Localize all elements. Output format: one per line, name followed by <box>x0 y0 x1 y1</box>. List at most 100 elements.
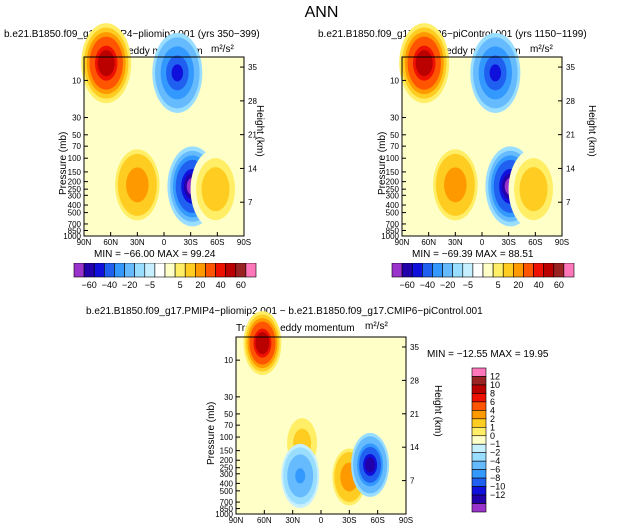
y-tick-label: 200 <box>386 178 400 187</box>
x-tick-label: 90S <box>555 238 569 247</box>
colorbar-swatch <box>471 367 487 377</box>
y-tick-label: 500 <box>386 209 400 218</box>
y-tick-label: 10 <box>390 76 399 85</box>
contour-level <box>131 176 144 194</box>
y-tick-label: 1000 <box>381 232 399 241</box>
panel-a-stats: MIN = −66.00 MAX = 99.24 <box>94 249 216 260</box>
colorbar-label: 1 <box>490 422 495 432</box>
colorbar-label: 5 <box>496 280 501 290</box>
panel-b-units: m²/s² <box>530 44 553 55</box>
y2-tick-label: 35 <box>410 343 419 352</box>
x-tick-label: 90S <box>237 238 251 247</box>
y-tick-label: 250 <box>220 464 234 473</box>
panel-a-field-title: Transient eddy momentum <box>84 46 203 57</box>
colorbar-swatch <box>471 452 487 462</box>
panel-b-case-title: b.e21.B1850.f09_g17.CMIP6−piControl.001 … <box>318 29 587 40</box>
colorbar-label: 0 <box>490 431 495 441</box>
panel-a-units: m²/s² <box>211 44 234 55</box>
x-tick-label: 30S <box>342 516 356 525</box>
panel-b-field-title: Transient eddy momentum <box>402 46 521 57</box>
colorbar-swatch <box>471 384 487 394</box>
colorbar-swatch <box>471 418 487 428</box>
x-tick-label: 90S <box>399 516 413 525</box>
panel-c-case-title: b.e21.B1850.f09_g17.PMIP4−pliomip2.001 −… <box>86 306 483 317</box>
colorbar-label: −6 <box>490 465 500 475</box>
colorbar-swatch <box>471 486 487 496</box>
colorbar-swatch <box>471 401 487 411</box>
y2-tick-label: 7 <box>410 477 415 486</box>
contour-level <box>171 64 184 82</box>
colorbar-label: 4 <box>490 405 495 415</box>
contour-level <box>365 457 376 473</box>
y2-tick-label: 7 <box>248 198 253 207</box>
panel-b-contour-plot: 90N 60N 30N 0 30S 60S 90S103050701001502002503… <box>381 23 575 247</box>
contour-level <box>100 54 112 72</box>
y2-tick-label: 28 <box>566 97 575 106</box>
colorbar-label: 2 <box>490 414 495 424</box>
colorbar-label: −12 <box>490 490 505 500</box>
y-tick-label: 100 <box>220 433 234 442</box>
colorbar-swatch <box>471 426 487 437</box>
y-tick-label: 400 <box>68 201 82 210</box>
y2-tick-label: 14 <box>248 164 257 173</box>
y-tick-label: 200 <box>68 178 82 187</box>
colorbar-label: 40 <box>216 280 226 290</box>
colorbar-swatch <box>471 503 487 513</box>
x-tick-label: 30S <box>502 238 516 247</box>
y2-tick-label: 7 <box>566 198 571 207</box>
colorbar-label: −20 <box>122 280 137 290</box>
x-tick-label: 90N <box>229 516 244 525</box>
y2-tick-label: 21 <box>566 131 575 140</box>
colorbar-swatch <box>471 435 487 445</box>
panel-a-colorbar: −60 −40 −20 −5 5 20 40 60 <box>73 263 257 290</box>
x-tick-label: 60S <box>528 238 542 247</box>
x-tick-label: 0 <box>162 238 167 247</box>
x-tick-label: 30N <box>130 238 145 247</box>
colorbar-label: −20 <box>440 280 455 290</box>
contour-level <box>209 180 222 198</box>
y-tick-label: 100 <box>68 154 82 163</box>
contour-feature-4 <box>508 149 559 230</box>
contour-level <box>295 468 306 484</box>
colorbar-label: −5 <box>145 280 155 290</box>
y2-tick-label: 14 <box>566 164 575 173</box>
y-tick-label: 400 <box>220 479 234 488</box>
colorbar-label: 12 <box>490 371 500 381</box>
colorbar-label: −60 <box>400 280 415 290</box>
colorbar-label: 8 <box>490 388 495 398</box>
y2-tick-label: 35 <box>566 63 575 72</box>
contour-feature-3 <box>281 443 320 508</box>
y2-tick-label: 28 <box>248 97 257 106</box>
y-tick-label: 400 <box>386 201 400 210</box>
contour-field <box>236 311 406 514</box>
contour-feature-4 <box>351 432 390 497</box>
colorbar-swatch <box>471 469 487 479</box>
colorbar-swatch <box>471 477 487 487</box>
colorbar-swatch <box>471 443 487 454</box>
x-tick-label: 90N <box>395 238 410 247</box>
contour-level <box>418 54 430 72</box>
y-tick-label: 250 <box>68 185 82 194</box>
colorbar-swatch <box>471 393 487 403</box>
x-tick-label: 60N <box>103 238 118 247</box>
y-tick-label: 70 <box>72 142 81 151</box>
x-tick-label: 30N <box>285 516 300 525</box>
y2-tick-label: 35 <box>248 63 257 72</box>
panel-b-colorbar: −60 −40 −20 −5 5 20 40 60 <box>391 263 575 290</box>
x-tick-label: 0 <box>480 238 485 247</box>
colorbar-label: 5 <box>178 280 183 290</box>
y2-tick-label: 28 <box>410 376 419 385</box>
y-tick-label: 250 <box>386 185 400 194</box>
colorbar-label: 40 <box>534 280 544 290</box>
panel-a-contour-plot: 90N 60N 30N 0 30S 60S 90S103050701001502002503… <box>63 23 257 247</box>
y-tick-label: 100 <box>386 154 400 163</box>
contour-level <box>449 176 462 194</box>
y-tick-label: 700 <box>386 220 400 229</box>
x-tick-label: 30S <box>184 238 198 247</box>
y-tick-label: 700 <box>68 220 82 229</box>
colorbar-label: −2 <box>490 448 500 458</box>
panel-a-case-title: b.e21.B1850.f09_g17.PMIP4−pliomip2.001 (… <box>4 29 260 40</box>
y-tick-label: 70 <box>390 142 399 151</box>
